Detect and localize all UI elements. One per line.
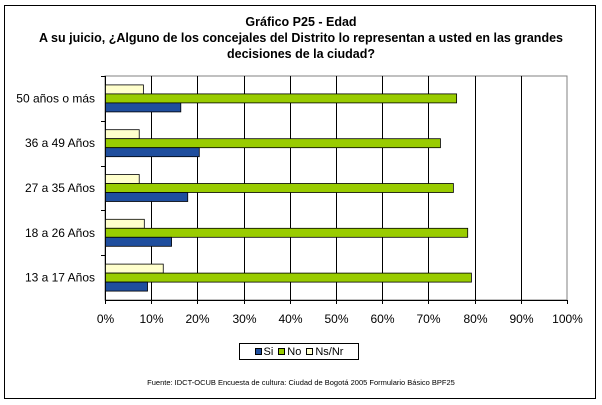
x-tick-label: 20% [185, 312, 209, 326]
bar-no [105, 272, 472, 283]
chart-subtitle-line-1: A su juicio, ¿Alguno de los concejales d… [39, 31, 563, 45]
chart-title: Gráfico P25 - Edad [245, 15, 357, 29]
chart-source-note: Fuente: IDCT-OCUB Encuesta de cultura: C… [147, 378, 455, 387]
chart-subtitle-line-2: decisiones de la ciudad? [227, 47, 375, 61]
bar-nsnr [105, 263, 164, 274]
x-tick-label: 80% [463, 312, 487, 326]
bar-si [105, 281, 148, 292]
y-tick-label: 36 a 49 Años [25, 136, 95, 150]
x-tick-label: 60% [370, 312, 394, 326]
bar-si [105, 192, 189, 202]
bar-no [105, 227, 469, 238]
y-tick-label: 27 a 35 Años [25, 181, 95, 195]
legend-swatch-nsnr [306, 348, 314, 355]
legend-swatch-si [254, 348, 262, 355]
bar-nsnr [105, 218, 145, 229]
bar-nsnr [105, 174, 140, 184]
legend-item-no: No [278, 346, 301, 358]
legend-item-nsnr: Ns/Nr [306, 346, 343, 358]
legend-label-si: Si [263, 345, 274, 358]
x-tick-label: 10% [139, 312, 163, 326]
x-tick-label: 100% [552, 312, 583, 326]
bar-no [105, 138, 441, 149]
bar-nsnr [105, 129, 140, 140]
legend-label-no: No [287, 345, 302, 358]
bar-no [105, 183, 454, 193]
bar-no [105, 93, 458, 104]
x-tick-label: 70% [416, 312, 440, 326]
chart-legend: Si No Ns/Nr [239, 343, 359, 360]
y-tick-label: 50 años o más [16, 91, 95, 105]
legend-item-si: Si [254, 345, 274, 358]
x-tick-label: 50% [324, 312, 348, 326]
x-tick-label: 40% [278, 312, 302, 326]
y-tick-label: 13 a 17 Años [25, 271, 95, 285]
x-tick-label: 0% [97, 312, 115, 326]
bar-nsnr [105, 84, 144, 95]
x-tick-label: 90% [509, 312, 533, 326]
y-tick-label: 18 a 26 Años [25, 226, 95, 240]
bar-si [105, 236, 172, 247]
bar-si [105, 147, 200, 158]
x-tick-label: 30% [232, 312, 256, 326]
bar-si [105, 102, 182, 113]
legend-label-nsnr: Ns/Nr [315, 345, 344, 358]
legend-swatch-no [278, 348, 286, 355]
